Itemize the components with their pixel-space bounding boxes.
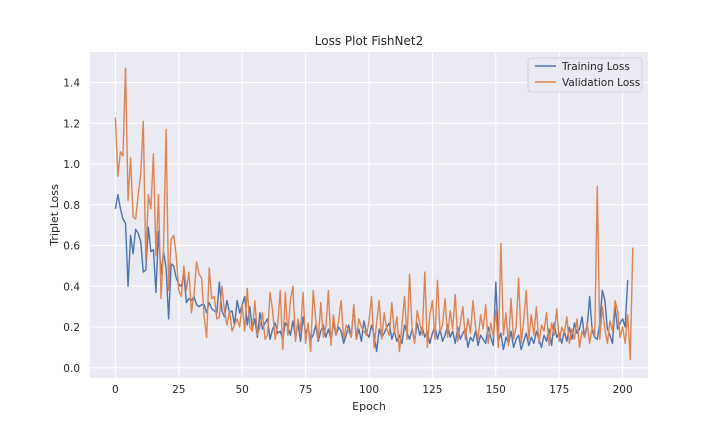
validation-loss-line	[114, 67, 634, 361]
x-tick-label: 125	[422, 384, 442, 396]
x-tick-label: 200	[613, 384, 633, 396]
y-tick-label: 0.6	[63, 241, 80, 253]
x-tick-label: 150	[486, 384, 506, 396]
y-tick-label: 1.2	[63, 118, 80, 130]
x-tick-label: 75	[299, 384, 312, 396]
x-tick-label: 0	[112, 384, 119, 396]
y-tick-label: 0.2	[63, 322, 80, 334]
x-tick-label: 50	[235, 384, 248, 396]
training-loss-line	[114, 193, 629, 353]
y-tick-label: 0.4	[63, 281, 80, 293]
legend: Training Loss Validation Loss	[527, 57, 643, 93]
x-tick-label: 175	[549, 384, 569, 396]
chart-title: Loss Plot FishNet2	[315, 34, 424, 48]
y-axis-label: Triplet Loss	[48, 184, 61, 247]
x-axis: 0 25 50 75 100 125 150 175 200	[112, 384, 633, 396]
x-tick-label: 25	[172, 384, 185, 396]
legend-label-training: Training Loss	[561, 61, 630, 73]
legend-box	[527, 57, 643, 93]
legend-label-validation: Validation Loss	[562, 77, 640, 89]
y-tick-label: 1.0	[63, 159, 80, 171]
y-tick-label: 0.8	[63, 200, 80, 212]
y-tick-label: 1.4	[63, 78, 80, 90]
y-tick-label: 0.0	[63, 363, 80, 375]
series-layer	[114, 67, 634, 361]
x-axis-label: Epoch	[352, 400, 386, 413]
x-tick-label: 100	[359, 384, 379, 396]
y-axis: 0.0 0.2 0.4 0.6 0.8 1.0 1.2 1.4	[63, 78, 80, 375]
